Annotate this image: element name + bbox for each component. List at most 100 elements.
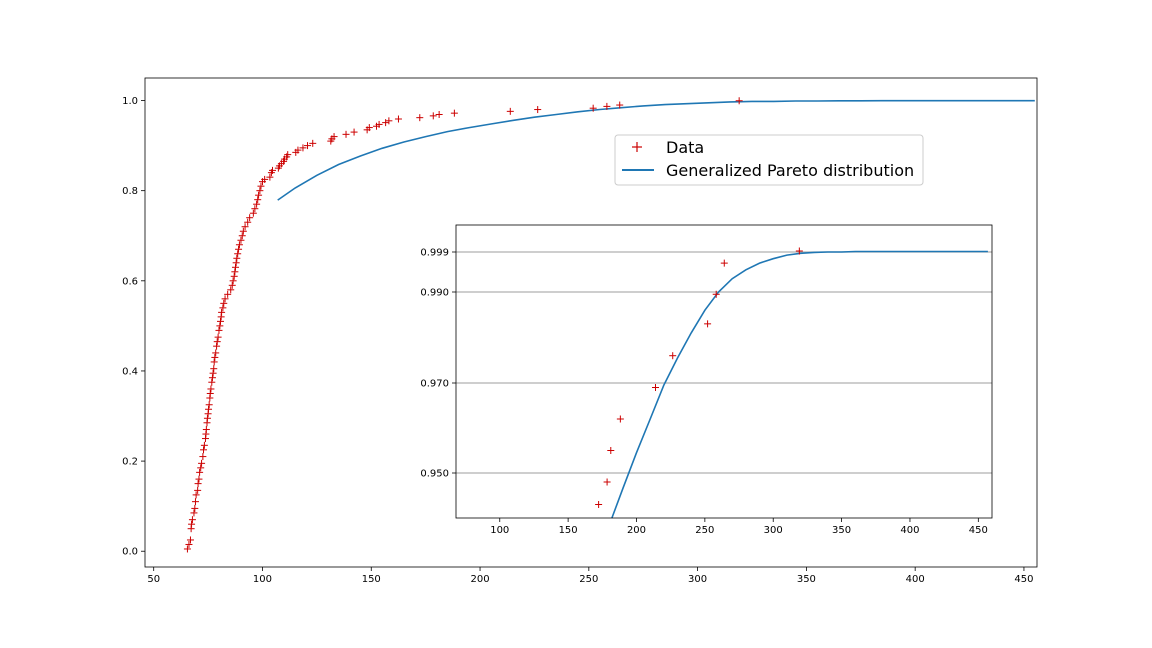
main-data-point [194,480,202,488]
main-data-point [506,107,514,115]
inset-data-point [795,247,803,255]
main-x-tick-label: 100 [253,574,272,585]
inset-y-tick-label: 0.950 [420,469,449,480]
main-data-point [244,218,252,226]
main-data-point [589,104,597,112]
main-data-point [237,236,245,244]
main-data-point [256,187,264,195]
inset-data-point [595,501,603,508]
inset-frame [455,224,993,519]
main-y-tick-label: 0.4 [122,366,138,377]
main-data-point [215,326,223,334]
main-data-point [246,214,254,222]
inset-x-tick-label: 350 [832,525,851,536]
inset-x-tick-label: 100 [490,525,509,536]
main-data-point [190,509,198,517]
main-data-point [394,115,402,123]
main-data-point [616,101,624,109]
main-data-point [188,516,196,524]
inset-data-point [720,259,728,267]
main-data-point [191,498,199,506]
main-data-point [416,114,424,122]
main-data-point [239,227,247,235]
main-data-point [294,146,302,154]
inset-x-tick-label: 150 [559,525,578,536]
main-data-point [203,414,211,422]
inset-fit-line [611,250,988,519]
main-data-point [429,112,437,120]
main-data-point [375,120,383,128]
main-data-point [257,182,265,190]
main-data-point [183,545,191,553]
main-data-point [241,223,249,231]
main-data-point [249,209,257,217]
main-data-point [185,540,193,548]
main-data-point [232,259,240,267]
main-data-point [385,117,393,125]
main-data-point [268,166,276,174]
inset-data-point [603,478,611,486]
main-data-point [199,453,207,461]
main-y-tick-label: 1.0 [122,96,138,107]
main-data-point [198,459,206,467]
inset-data-point [712,290,720,298]
main-data-point [253,200,261,208]
main-data-point [231,268,239,276]
main-data-point [216,317,224,325]
main-data-point [197,464,205,472]
inset-y-tick-label: 0.999 [420,248,449,259]
inset-data-point [704,320,712,328]
main-data-point [209,369,217,377]
main-y-tick-label: 0.0 [122,547,138,558]
inset-x-tick-label: 250 [695,525,714,536]
main-data-point [284,151,292,159]
main-data-point [330,133,338,141]
main-data-point [255,191,263,199]
main-data-point [186,536,194,544]
main-x-tick-label: 50 [147,574,160,585]
main-x-tick-label: 250 [579,574,598,585]
main-data-point [212,349,220,357]
inset-y-tick-label: 0.990 [420,288,449,299]
main-data-point [210,358,218,366]
inset-data-point [669,352,677,360]
main-marks [183,97,1035,553]
main-data-point [200,446,208,454]
main-y-tick-label: 0.8 [122,186,138,197]
main-data-point [196,468,204,476]
main-x-tick-label: 400 [906,574,925,585]
main-data-point [266,173,274,181]
main-data-point [216,322,224,330]
main-x-tick-label: 350 [797,574,816,585]
main-axis-ticks: 50 100 150 200 250 300 350 400 450 0.0 0.2 0.4 0.6 0.… [122,96,1033,585]
main-data-point [382,119,390,127]
inset-x-tick-label: 300 [764,525,783,536]
main-data-point [206,389,214,397]
main-data-point [220,299,228,307]
inset-plot-area [456,225,992,518]
main-data-point [194,486,202,494]
inset-x-tick-label: 450 [969,525,988,536]
main-data-point [195,475,203,483]
main-data-point [214,333,222,341]
main-data-point [213,342,221,350]
main-data-point [202,426,210,434]
main-data-point [208,378,216,386]
main-data-point [221,295,229,303]
main-data-point [342,130,350,138]
main-x-tick-label: 150 [362,574,381,585]
main-x-tick-label: 300 [688,574,707,585]
legend-label-fit: Generalized Pareto distribution [666,161,914,180]
main-data-point [207,385,215,393]
inset-axis-ticks: 0.950 0.970 0.990 0.999 100 150 200 250 300 350 40… [420,248,988,537]
main-data-point [235,241,243,249]
main-x-tick-label: 450 [1014,574,1033,585]
main-data-point [211,353,219,361]
main-data-point [227,286,235,294]
main-data-point [218,308,226,316]
main-data-point [254,196,262,204]
inset-marks [595,247,988,519]
legend: Data Generalized Pareto distribution [614,134,924,186]
main-data-point [735,97,743,105]
